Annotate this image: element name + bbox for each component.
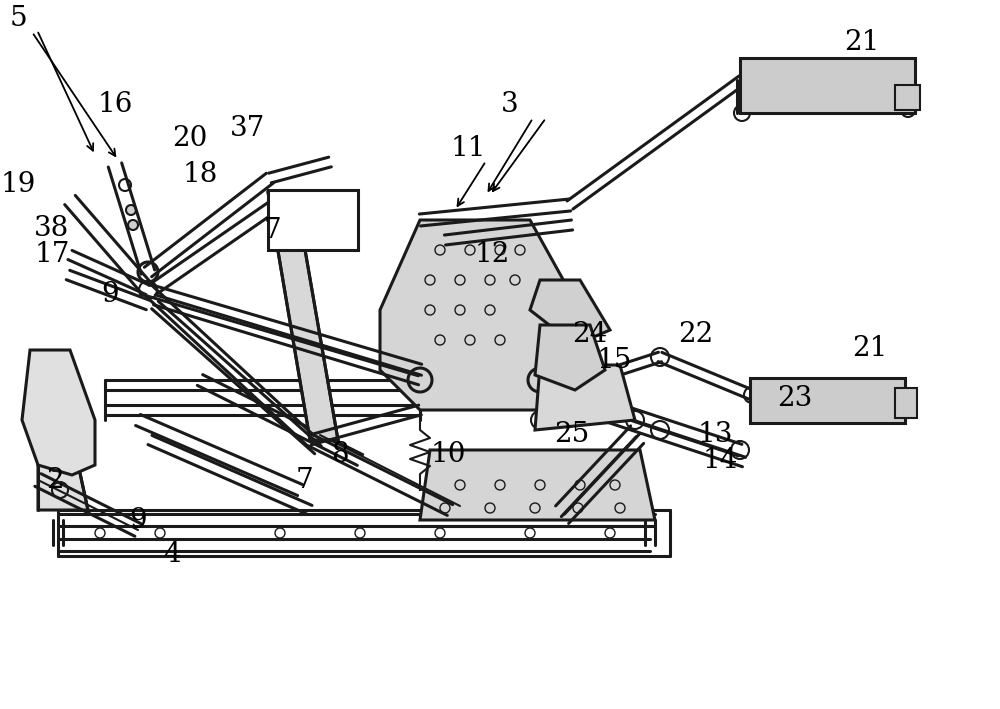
Text: 10: 10 — [430, 442, 466, 469]
Text: 9: 9 — [101, 281, 119, 308]
Text: 12: 12 — [474, 242, 510, 269]
Text: 21: 21 — [844, 28, 880, 55]
Polygon shape — [535, 365, 635, 430]
Bar — [895, 85, 920, 110]
Text: 15: 15 — [596, 347, 632, 374]
Polygon shape — [268, 192, 338, 440]
Text: 37: 37 — [230, 114, 266, 142]
Polygon shape — [420, 450, 655, 520]
Circle shape — [128, 220, 138, 230]
Text: 16: 16 — [97, 91, 133, 118]
Text: 2: 2 — [46, 467, 64, 493]
Circle shape — [126, 205, 136, 215]
Text: 19: 19 — [0, 172, 36, 199]
Text: 21: 21 — [852, 335, 888, 362]
Bar — [895, 388, 917, 418]
Text: 38: 38 — [34, 215, 70, 242]
Text: 3: 3 — [501, 91, 519, 118]
Polygon shape — [535, 325, 605, 390]
Text: 7: 7 — [263, 216, 281, 243]
Text: 20: 20 — [172, 125, 208, 152]
Text: 17: 17 — [34, 242, 70, 269]
Circle shape — [48, 389, 60, 401]
Text: 13: 13 — [697, 421, 733, 449]
Text: 22: 22 — [678, 321, 714, 349]
Text: 25: 25 — [554, 421, 590, 449]
Text: 5: 5 — [9, 4, 27, 31]
Text: 4: 4 — [163, 542, 181, 569]
Text: 18: 18 — [182, 162, 218, 189]
Text: 9: 9 — [129, 506, 147, 533]
Bar — [750, 378, 905, 423]
Text: 23: 23 — [777, 384, 813, 411]
Bar — [740, 58, 915, 113]
Polygon shape — [530, 280, 610, 345]
Bar — [268, 190, 358, 250]
Text: 24: 24 — [572, 321, 608, 349]
Text: 14: 14 — [702, 447, 738, 474]
Polygon shape — [380, 220, 580, 410]
Polygon shape — [38, 450, 88, 510]
Text: 7: 7 — [296, 467, 314, 493]
Text: 8: 8 — [331, 442, 349, 469]
Text: 11: 11 — [450, 135, 486, 162]
Polygon shape — [22, 350, 95, 475]
